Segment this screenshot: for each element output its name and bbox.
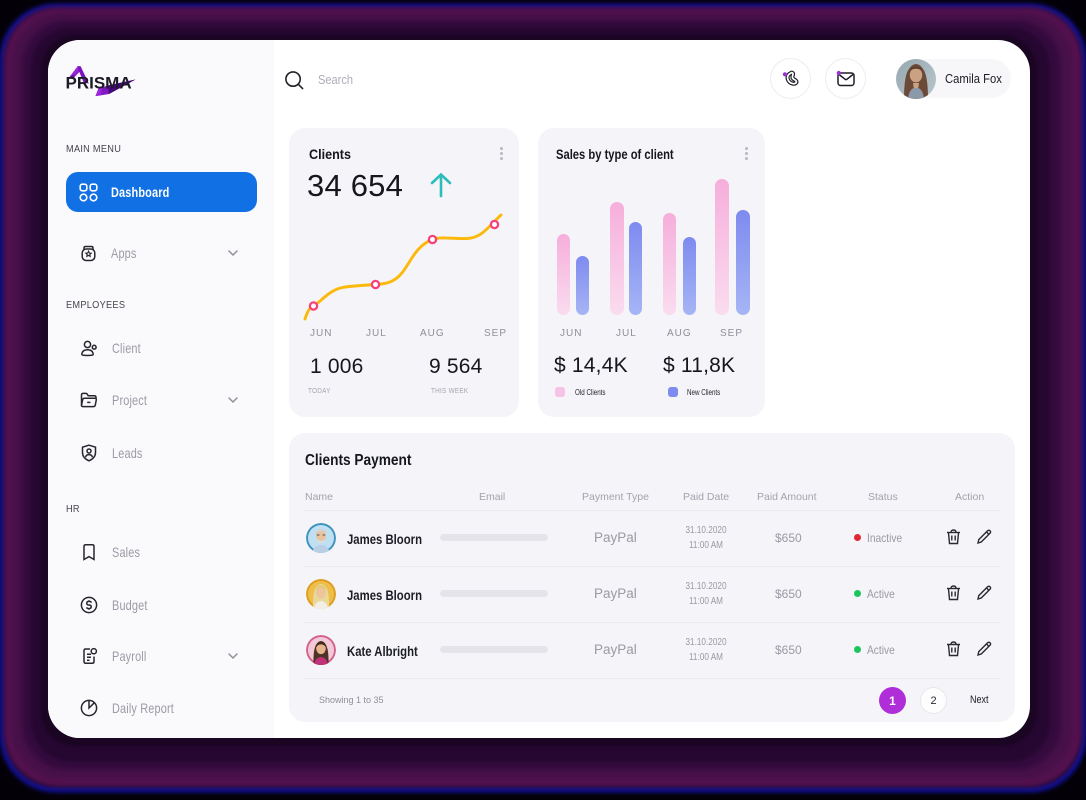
svg-text:PRISMA: PRISMA <box>66 74 132 93</box>
